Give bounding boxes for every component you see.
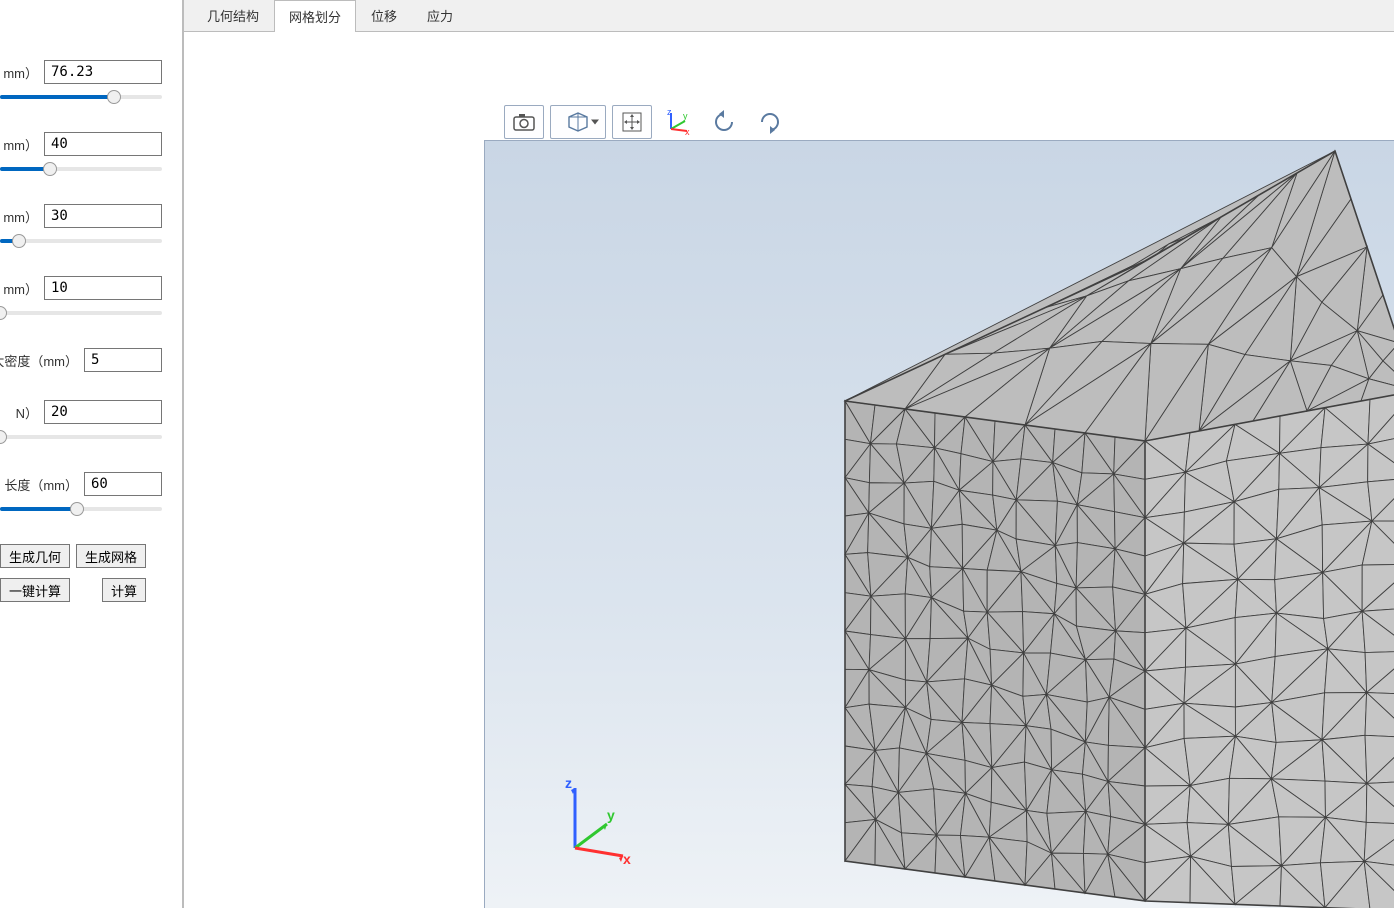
param-4: mm）: [0, 276, 182, 320]
param-3-slider[interactable]: [0, 234, 182, 248]
side-panel: mm） mm） mm）: [0, 0, 184, 908]
gen-geom-button[interactable]: 生成几何: [0, 544, 70, 568]
svg-text:z: z: [565, 778, 572, 791]
svg-text:x: x: [685, 127, 690, 135]
button-row-2: 一键计算 计算: [0, 578, 182, 602]
param-2-input[interactable]: [44, 132, 162, 156]
param-7-label: 长度（mm）: [4, 475, 78, 494]
camera-button[interactable]: [504, 105, 544, 139]
button-row-1: 生成几何 生成网格: [0, 544, 182, 568]
rotate-cw-button[interactable]: [750, 105, 790, 139]
param-6-suffix: N）: [16, 403, 38, 422]
tab-geometry[interactable]: 几何结构: [192, 0, 274, 31]
param-6-slider[interactable]: [0, 430, 182, 444]
gen-mesh-button[interactable]: 生成网格: [76, 544, 146, 568]
mesh-canvas[interactable]: z y x: [484, 140, 1394, 908]
param-1-input[interactable]: [44, 60, 162, 84]
param-2-slider[interactable]: [0, 162, 182, 176]
orientation-gizmo: z y x: [545, 778, 635, 868]
param-6: N）: [0, 400, 182, 444]
tab-mesh[interactable]: 网格划分: [274, 0, 356, 32]
param-3: mm）: [0, 204, 182, 248]
param-1: mm）: [0, 60, 182, 104]
param-6-input[interactable]: [44, 400, 162, 424]
svg-text:x: x: [623, 851, 631, 867]
param-1-slider[interactable]: [0, 90, 182, 104]
app-root: mm） mm） mm）: [0, 0, 1394, 908]
param-7-slider[interactable]: [0, 502, 182, 516]
svg-text:y: y: [683, 111, 688, 121]
tab-displacement[interactable]: 位移: [356, 0, 412, 31]
param-3-input[interactable]: [44, 204, 162, 228]
param-5-label: 分最大密度（mm）: [0, 351, 78, 370]
svg-text:y: y: [607, 807, 615, 823]
param-4-suffix: mm）: [3, 279, 38, 298]
svg-text:z: z: [667, 109, 672, 117]
param-5: 分最大密度（mm）: [0, 348, 182, 372]
rotate-cw-icon: [758, 110, 782, 134]
cube-icon: [567, 111, 589, 133]
param-7-input[interactable]: [84, 472, 162, 496]
viewer: z y x zyx: [184, 32, 1394, 908]
tab-bar: 几何结构 网格划分 位移 应力: [184, 0, 1394, 32]
main-area: 几何结构 网格划分 位移 应力 z y: [184, 0, 1394, 908]
one-key-button[interactable]: 一键计算: [0, 578, 70, 602]
param-7: 长度（mm）: [0, 472, 182, 516]
axes-icon: z y x: [665, 109, 691, 135]
view-cube-button[interactable]: [550, 105, 606, 139]
rotate-ccw-button[interactable]: [704, 105, 744, 139]
param-4-input[interactable]: [44, 276, 162, 300]
param-5-input[interactable]: [84, 348, 162, 372]
axes-toggle-button[interactable]: z y x: [658, 105, 698, 139]
param-1-suffix: mm）: [3, 63, 38, 82]
param-2-suffix: mm）: [3, 135, 38, 154]
compute-button[interactable]: 计算: [102, 578, 146, 602]
tab-stress[interactable]: 应力: [412, 0, 468, 31]
param-2: mm）: [0, 132, 182, 176]
fit-view-button[interactable]: [612, 105, 652, 139]
camera-icon: [513, 113, 535, 131]
move-icon: [622, 112, 642, 132]
viewer-toolbar: z y x: [504, 102, 790, 142]
param-3-suffix: mm）: [3, 207, 38, 226]
rotate-ccw-icon: [712, 110, 736, 134]
param-4-slider[interactable]: [0, 306, 182, 320]
